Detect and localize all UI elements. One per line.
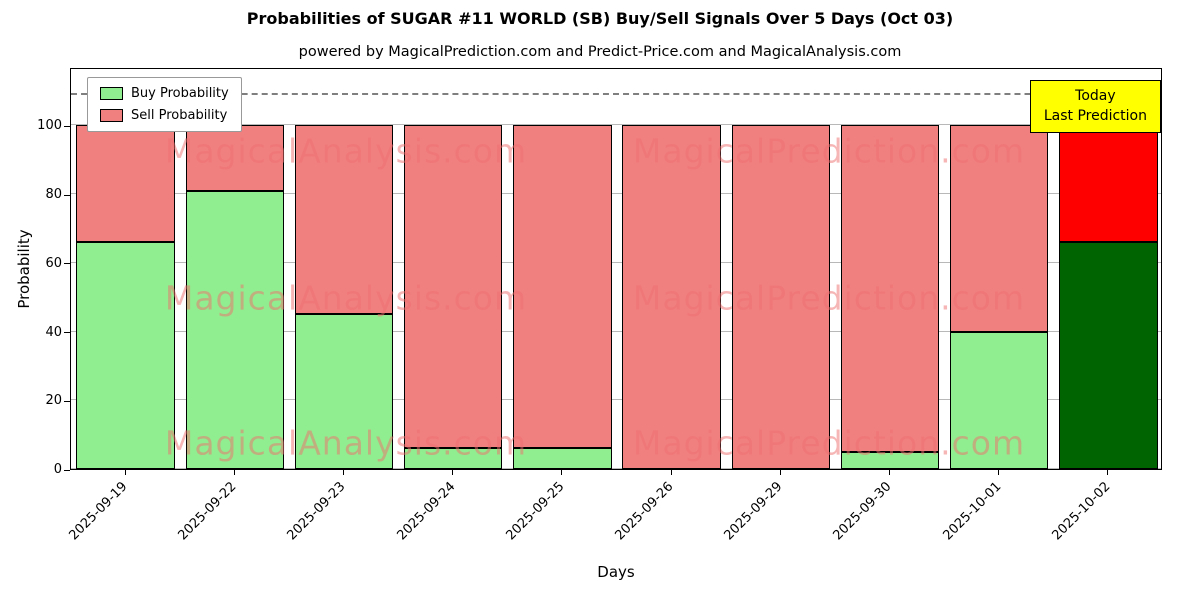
- bar-sell-segment: [840, 125, 940, 452]
- x-tick-mark: [343, 470, 344, 475]
- y-tick-label: 80: [45, 187, 62, 203]
- y-tick-mark: [64, 400, 70, 402]
- x-tick-mark: [1107, 470, 1109, 475]
- y-tick-label: 40: [45, 324, 62, 340]
- bar-sell-segment: [622, 125, 721, 469]
- chart-title: Probabilities of SUGAR #11 WORLD (SB) Bu…: [246, 9, 954, 28]
- gridline: [71, 468, 1161, 469]
- bar-sell-segment: [294, 125, 394, 315]
- bar-buy-segment: [294, 314, 394, 469]
- y-tick-mark: [64, 125, 70, 127]
- x-tick-label: 2025-09-26: [612, 479, 677, 544]
- x-tick-label: 2025-09-19: [66, 479, 131, 544]
- y-tick-label: 20: [45, 393, 62, 409]
- gridline: [71, 399, 1161, 401]
- x-tick-mark: [452, 470, 454, 475]
- x-tick-label: 2025-09-29: [721, 479, 786, 544]
- x-tick-label: 2025-09-25: [503, 479, 568, 544]
- watermark-text: MagicalAnalysis.com: [164, 131, 528, 171]
- bar-sell-segment: [513, 125, 612, 449]
- x-tick-label: 2025-09-24: [394, 479, 459, 544]
- dashed-threshold-line: [71, 93, 1161, 96]
- today-annotation-box: Today Last Prediction: [1029, 80, 1161, 133]
- bar-buy-segment: [1059, 242, 1158, 469]
- bar-buy-segment: [840, 451, 940, 469]
- watermark-text: MagicalAnalysis.com: [164, 278, 528, 318]
- bar-buy-segment: [76, 242, 175, 469]
- x-tick-mark: [670, 470, 672, 475]
- gridline: [71, 261, 1161, 263]
- legend-item-buy: Buy Probability: [100, 86, 229, 101]
- chart-subtitle: powered by MagicalPrediction.com and Pre…: [298, 44, 902, 60]
- watermark-text: MagicalPrediction.com: [632, 131, 1026, 171]
- bar-sell-segment: [76, 125, 175, 243]
- x-tick-mark: [779, 470, 781, 475]
- legend-item-sell: Sell Probability: [100, 108, 229, 123]
- y-tick-mark: [64, 332, 70, 334]
- gridline: [71, 193, 1161, 195]
- y-axis-label: Probability: [15, 229, 33, 309]
- bar-sell-segment: [731, 125, 830, 469]
- legend: Buy Probability Sell Probability: [87, 77, 242, 132]
- y-tick-label: 60: [45, 255, 62, 271]
- buy-color-swatch: [100, 87, 123, 100]
- watermark-text: MagicalPrediction.com: [632, 278, 1026, 318]
- bar-sell-segment: [950, 125, 1049, 332]
- watermark-text: MagicalPrediction.com: [632, 423, 1026, 463]
- y-tick-label: 0: [53, 462, 62, 477]
- bar-buy-segment: [404, 448, 503, 469]
- x-tick-label: 2025-09-30: [830, 479, 895, 544]
- x-tick-label: 2025-09-22: [175, 479, 240, 544]
- gridline: [71, 330, 1161, 332]
- bar-sell-segment: [1059, 125, 1158, 243]
- annotation-line-2: Last Prediction: [1043, 108, 1147, 125]
- x-axis-label: Days: [597, 563, 635, 581]
- annotation-line-1: Today: [1075, 88, 1116, 104]
- bar-buy-segment: [950, 331, 1049, 469]
- bar-buy-segment: [185, 190, 284, 469]
- x-tick-mark: [233, 470, 235, 475]
- legend-label-sell: Sell Probability: [131, 108, 228, 123]
- x-tick-label: 2025-10-02: [1049, 479, 1114, 544]
- x-tick-label: 2025-09-23: [284, 479, 349, 544]
- y-tick-mark: [64, 469, 70, 471]
- gridline: [71, 124, 1161, 126]
- x-tick-mark: [998, 470, 1000, 475]
- y-tick-mark: [64, 263, 70, 265]
- x-tick-mark: [889, 470, 890, 475]
- y-tick-label: 100: [37, 118, 62, 134]
- plot-area: MagicalAnalysis.com MagicalPrediction.com…: [70, 68, 1162, 470]
- sell-color-swatch: [100, 109, 123, 122]
- bar-sell-segment: [404, 125, 503, 449]
- x-tick-label: 2025-10-01: [940, 479, 1005, 544]
- x-tick-mark: [561, 470, 563, 475]
- legend-label-buy: Buy Probability: [131, 86, 229, 101]
- bar-buy-segment: [513, 448, 612, 469]
- watermark-text: MagicalAnalysis.com: [164, 423, 528, 463]
- y-tick-mark: [64, 194, 70, 196]
- x-tick-mark: [124, 470, 126, 475]
